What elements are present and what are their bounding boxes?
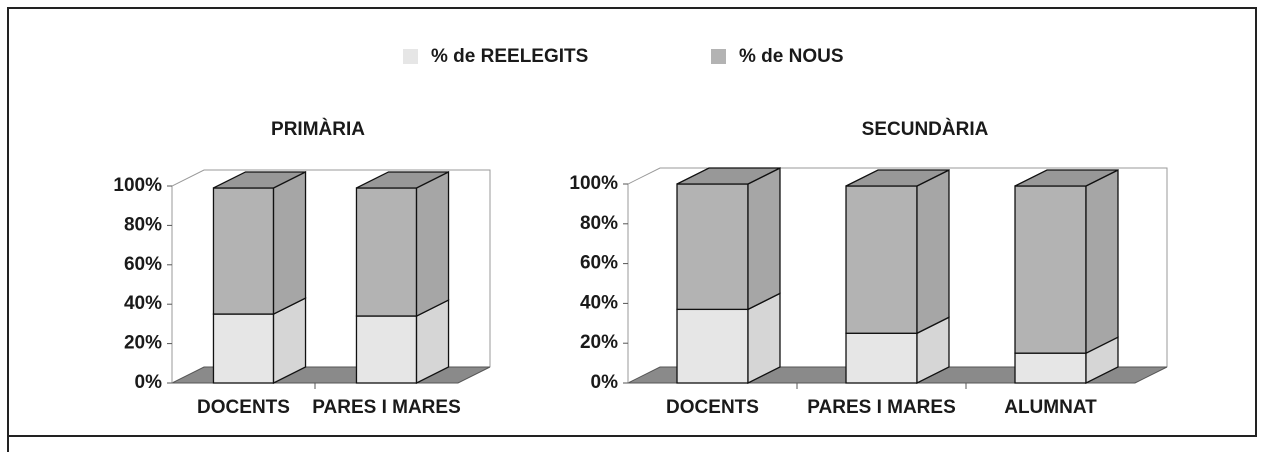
bar-side <box>1085 168 1119 355</box>
bar-side <box>272 170 307 316</box>
legend-swatch <box>711 49 726 64</box>
legend-label: % de NOUS <box>739 46 844 67</box>
bar-top <box>1014 169 1119 187</box>
bar-front <box>212 313 275 384</box>
y-tick-label: 80% <box>124 214 162 235</box>
bar-front <box>676 183 749 311</box>
y-tick-label: 60% <box>124 254 162 275</box>
legend-swatch <box>403 49 418 64</box>
bar-top <box>213 171 306 189</box>
panel-title: PRIMÀRIA <box>271 118 365 140</box>
y-tick-label: 0% <box>591 372 619 393</box>
bar-side <box>415 170 450 318</box>
bar-side <box>916 168 950 335</box>
bar-front <box>676 308 749 384</box>
x-tick-label: DOCENTS <box>197 397 290 418</box>
bar-front <box>1014 352 1087 384</box>
bar-front <box>845 332 918 384</box>
x-tick-label: PARES I MARES <box>312 397 461 418</box>
frame <box>7 7 1257 452</box>
legend-label: % de REELEGITS <box>431 46 588 67</box>
y-tick-label: 60% <box>580 253 618 274</box>
x-tick-label: PARES I MARES <box>807 397 956 418</box>
y-tick-label: 0% <box>135 372 163 393</box>
y-tick-label: 40% <box>580 292 618 313</box>
bar-front <box>1014 185 1087 354</box>
y-tick-label: 80% <box>580 213 618 234</box>
x-tick-label: ALUMNAT <box>1004 397 1097 418</box>
y-tick-label: 20% <box>580 332 618 353</box>
bar-front <box>212 187 275 315</box>
bar-front <box>355 315 418 384</box>
y-tick-label: 100% <box>113 175 162 196</box>
bar-front <box>845 185 918 334</box>
y-tick-label: 100% <box>569 173 618 194</box>
bar-top <box>356 171 449 189</box>
y-tick-label: 40% <box>124 293 162 314</box>
panel-title: SECUNDÀRIA <box>862 118 989 140</box>
bar-top <box>676 167 781 185</box>
x-tick-label: DOCENTS <box>666 397 759 418</box>
y-tick-label: 20% <box>124 333 162 354</box>
bar-top <box>845 169 950 187</box>
bar-front <box>355 187 418 317</box>
bar-side <box>747 166 781 311</box>
